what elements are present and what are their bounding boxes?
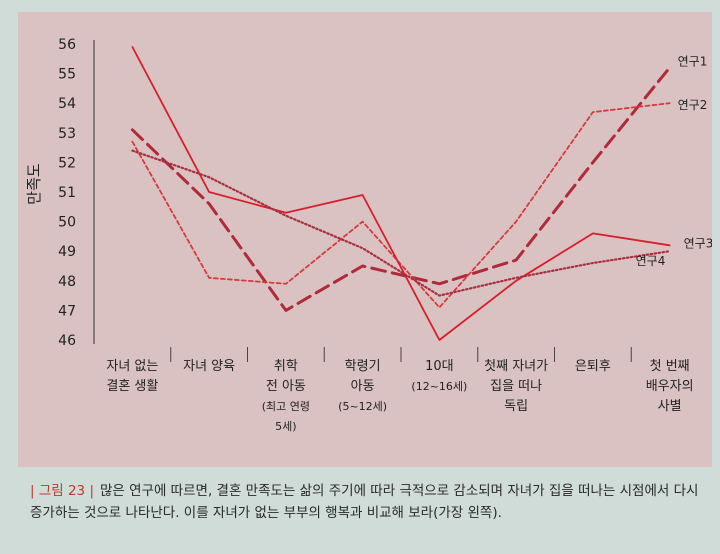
x-category-line: 전 아동: [266, 379, 306, 394]
series-end-label: 연구3: [684, 236, 712, 250]
series-line: [130, 66, 672, 312]
x-category-line: 결혼 생활: [106, 379, 158, 394]
x-category-line: 아동: [351, 379, 375, 394]
figure-caption: | 그림 23 | 많은 연구에 따르면, 결혼 만족도는 삶의 주기에 따라 극…: [30, 480, 700, 524]
series-line: [131, 46, 671, 341]
x-category-line: 학령기: [345, 359, 381, 374]
y-tick-label: 46: [58, 333, 76, 349]
x-category-line: 취학: [274, 359, 298, 374]
y-tick-label: 56: [58, 37, 76, 53]
x-category-line: (최고 연령: [262, 400, 310, 413]
y-tick-label: 54: [58, 96, 76, 112]
x-category-line: (5~12세): [338, 400, 387, 413]
x-category-line: 자녀 양육: [183, 359, 235, 374]
y-tick-label: 52: [58, 155, 76, 171]
x-category-label: 10대 (12~16세): [411, 359, 467, 393]
x-category-label: 은퇴후: [575, 359, 611, 374]
x-category-line: 첫째 자녀가: [484, 359, 548, 374]
x-category-line: 집을 떠나: [490, 379, 542, 394]
y-tick-label: 49: [58, 244, 76, 260]
figure-tag: | 그림 23 |: [30, 483, 94, 499]
x-category-line: 은퇴후: [575, 359, 611, 374]
y-tick-label: 47: [58, 303, 76, 319]
series-labels: 연구1 연구2 연구3 연구4: [636, 55, 712, 269]
caption-text: 많은 연구에 따르면, 결혼 만족도는 삶의 주기에 따라 극적으로 감소되며 …: [30, 483, 699, 521]
x-category-line: 5세): [275, 420, 296, 433]
series-end-label: 연구1: [678, 55, 708, 69]
series-end-label: 연구4: [636, 254, 666, 268]
series-lines: [130, 46, 672, 341]
y-tick-label: 50: [58, 215, 76, 231]
x-category-label: 취학전 아동 (최고 연령 5세): [262, 359, 310, 433]
y-tick-label: 48: [58, 274, 76, 290]
x-category-label: 자녀 양육: [183, 359, 235, 374]
x-category-line: (12~16세): [411, 380, 467, 393]
y-tick-label: 51: [58, 185, 76, 201]
x-category-line: 자녀 없는: [106, 359, 158, 374]
x-category-line: 배우자의: [646, 379, 694, 394]
series-line: [131, 102, 671, 309]
y-axis-label: 만족도: [25, 163, 43, 205]
x-category-line: 사별: [658, 399, 682, 414]
x-category-line: 첫 번째: [650, 359, 690, 374]
x-category-line: 10대: [425, 359, 454, 374]
series-end-label: 연구2: [678, 98, 708, 112]
series-line: [131, 149, 671, 297]
x-category-line: 독립: [504, 399, 528, 414]
y-tick-label: 55: [58, 67, 76, 83]
y-tick-label: 53: [58, 126, 76, 142]
